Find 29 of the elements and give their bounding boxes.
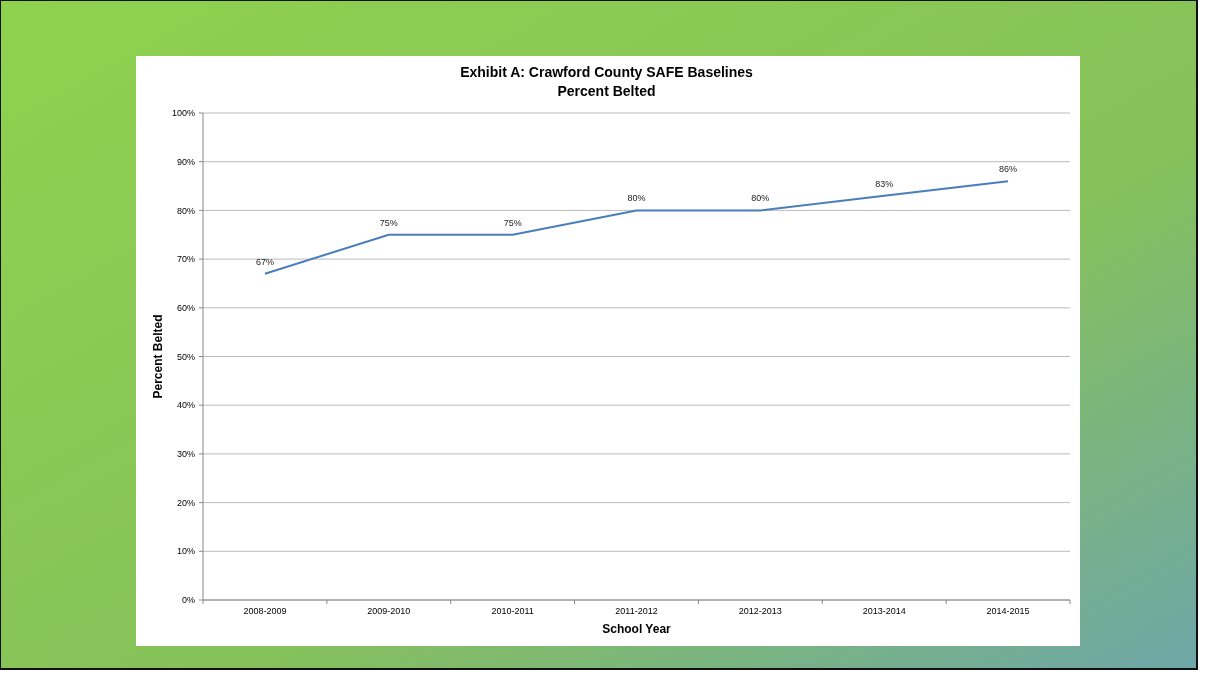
x-tick-label: 2010-2011: [491, 606, 534, 616]
chart-subtitle: Percent Belted: [557, 83, 656, 99]
y-tick-label: 30%: [176, 449, 195, 460]
x-tick-label: 2008-2009: [243, 606, 287, 616]
y-tick-label: 50%: [176, 351, 195, 362]
x-tick-label: 2014-2015: [986, 606, 1030, 616]
y-tick-label: 40%: [176, 400, 195, 411]
y-tick-label: 90%: [176, 156, 195, 167]
y-tick-label: 70%: [176, 254, 195, 265]
x-tick-label: 2009-2010: [367, 606, 411, 616]
data-label: 75%: [503, 217, 522, 228]
x-tick-label: 2013-2014: [862, 606, 906, 616]
y-tick-label: 60%: [176, 302, 195, 313]
y-tick-label: 0%: [181, 595, 195, 606]
x-axis-title: School Year: [602, 622, 672, 636]
x-tick-label: 2011-2012: [615, 606, 658, 616]
data-label: 83%: [875, 178, 894, 189]
y-tick-label: 80%: [176, 205, 195, 216]
data-label: 67%: [255, 256, 274, 267]
data-label: 86%: [999, 164, 1018, 175]
chart-title: Exhibit A: Crawford County SAFE Baselines: [460, 64, 754, 80]
y-axis-title: Percent Belted: [151, 314, 165, 399]
x-tick-label: 2012-2013: [738, 606, 782, 616]
data-label: 80%: [627, 193, 646, 204]
y-tick-label: 10%: [176, 546, 195, 557]
data-label: 80%: [751, 193, 770, 204]
data-label: 75%: [379, 217, 398, 228]
y-tick-label: 20%: [176, 497, 195, 508]
y-tick-label: 100%: [171, 108, 195, 119]
